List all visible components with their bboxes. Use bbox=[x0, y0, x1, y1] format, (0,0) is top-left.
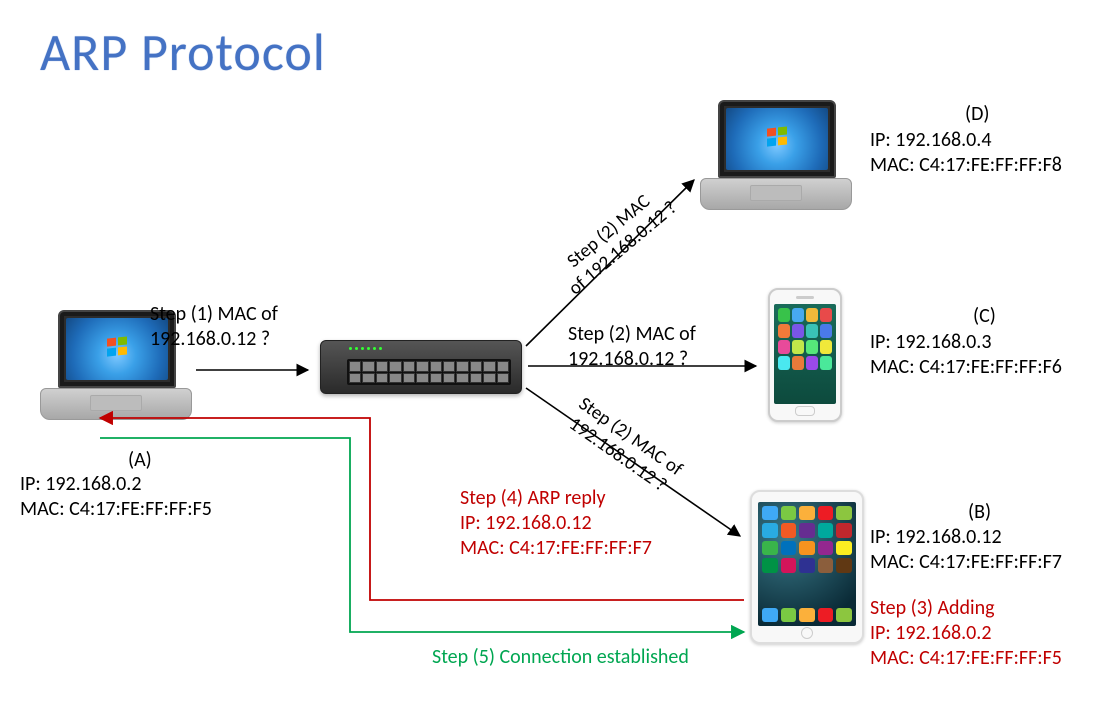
app-icon bbox=[820, 340, 832, 354]
app-icon bbox=[820, 308, 832, 322]
device-b-label: (B) bbox=[968, 500, 991, 525]
step3-line3: MAC: C4:17:FE:FF:FF:F5 bbox=[870, 646, 1062, 670]
app-icon bbox=[806, 324, 818, 338]
device-b-mac: MAC: C4:17:FE:FF:FF:F7 bbox=[870, 550, 1062, 574]
switch-ports bbox=[347, 359, 511, 385]
device-switch bbox=[320, 340, 522, 394]
device-laptop-d bbox=[700, 100, 850, 210]
app-icon bbox=[792, 356, 804, 370]
app-icon bbox=[806, 356, 818, 370]
step2d-label: Step (2) MAC of 192.168.0.12 ? bbox=[551, 180, 682, 300]
phone-app-grid bbox=[774, 304, 836, 404]
step3-line1: Step (3) Adding bbox=[870, 596, 995, 620]
tablet-app-grid bbox=[758, 502, 856, 626]
app-icon bbox=[836, 558, 852, 572]
windows-icon bbox=[765, 126, 789, 150]
app-icon bbox=[818, 558, 834, 572]
step2c-line2: 192.168.0.12 ? bbox=[568, 347, 688, 371]
app-icon bbox=[799, 558, 815, 572]
dock-icon bbox=[799, 608, 815, 622]
app-icon bbox=[762, 506, 778, 520]
step4-label: Step (4) ARP reply IP: 192.168.0.12 MAC:… bbox=[460, 486, 652, 561]
app-icon bbox=[778, 324, 790, 338]
step3-label: Step (3) Adding IP: 192.168.0.2 MAC: C4:… bbox=[870, 596, 1062, 671]
step1-line1: Step (1) MAC of bbox=[150, 302, 278, 326]
app-icon bbox=[806, 308, 818, 322]
step1-label: Step (1) MAC of 192.168.0.12 ? bbox=[150, 302, 278, 352]
step1-line2: 192.168.0.12 ? bbox=[150, 327, 270, 351]
app-icon bbox=[792, 340, 804, 354]
app-icon bbox=[836, 541, 852, 555]
device-d-ip: IP: 192.168.0.4 bbox=[870, 128, 991, 152]
app-icon bbox=[781, 558, 797, 572]
app-icon bbox=[806, 340, 818, 354]
device-b-info: IP: 192.168.0.12 MAC: C4:17:FE:FF:FF:F7 bbox=[870, 525, 1062, 575]
app-icon bbox=[778, 340, 790, 354]
step4-line2: IP: 192.168.0.12 bbox=[460, 511, 592, 535]
device-a-ip: IP: 192.168.0.2 bbox=[20, 472, 141, 496]
device-a-info: IP: 192.168.0.2 MAC: C4:17:FE:FF:FF:F5 bbox=[20, 472, 212, 522]
device-d-mac: MAC: C4:17:FE:FF:FF:F8 bbox=[870, 153, 1062, 177]
app-icon bbox=[781, 523, 797, 537]
app-icon bbox=[818, 506, 834, 520]
app-icon bbox=[762, 558, 778, 572]
step2c-line1: Step (2) MAC of bbox=[568, 322, 696, 346]
dock-icon bbox=[762, 608, 778, 622]
dock-icon bbox=[781, 608, 797, 622]
device-c-label: (C) bbox=[973, 304, 996, 329]
app-icon bbox=[836, 523, 852, 537]
step4-line3: MAC: C4:17:FE:FF:FF:F7 bbox=[460, 536, 652, 560]
app-icon bbox=[820, 324, 832, 338]
app-icon bbox=[781, 541, 797, 555]
page-title: ARP Protocol bbox=[40, 20, 326, 84]
step4-line1: Step (4) ARP reply bbox=[460, 486, 606, 510]
device-phone-c bbox=[768, 288, 842, 422]
app-icon bbox=[836, 506, 852, 520]
device-c-info: IP: 192.168.0.3 MAC: C4:17:FE:FF:FF:F6 bbox=[870, 330, 1062, 380]
app-icon bbox=[799, 506, 815, 520]
app-icon bbox=[818, 541, 834, 555]
app-icon bbox=[818, 523, 834, 537]
device-d-info: IP: 192.168.0.4 MAC: C4:17:FE:FF:FF:F8 bbox=[870, 128, 1062, 178]
device-a-mac: MAC: C4:17:FE:FF:FF:F5 bbox=[20, 497, 212, 521]
app-icon bbox=[781, 506, 797, 520]
device-b-ip: IP: 192.168.0.12 bbox=[870, 525, 1002, 549]
dock-icon bbox=[818, 608, 834, 622]
step3-line2: IP: 192.168.0.2 bbox=[870, 621, 991, 645]
dock-icon bbox=[836, 608, 852, 622]
app-icon bbox=[792, 324, 804, 338]
app-icon bbox=[799, 523, 815, 537]
app-icon bbox=[799, 541, 815, 555]
step2c-label: Step (2) MAC of 192.168.0.12 ? bbox=[568, 322, 696, 372]
app-icon bbox=[762, 541, 778, 555]
diagram-stage: ARP Protocol (A) IP: 192.168.0.2 MAC: C4… bbox=[0, 0, 1117, 709]
app-icon bbox=[778, 308, 790, 322]
device-c-ip: IP: 192.168.0.3 bbox=[870, 330, 991, 354]
device-c-mac: MAC: C4:17:FE:FF:FF:F6 bbox=[870, 355, 1062, 379]
device-d-label: (D) bbox=[965, 102, 989, 127]
app-icon bbox=[792, 308, 804, 322]
app-icon bbox=[820, 356, 832, 370]
step5-label: Step (5) Connection established bbox=[432, 645, 689, 670]
app-icon bbox=[762, 523, 778, 537]
device-tablet-b bbox=[750, 490, 864, 644]
windows-icon bbox=[105, 336, 129, 360]
step2b-label: Step (2) MAC of 192.168.0.12 ? bbox=[562, 393, 687, 498]
app-icon bbox=[778, 356, 790, 370]
device-a-label: (A) bbox=[128, 448, 152, 473]
